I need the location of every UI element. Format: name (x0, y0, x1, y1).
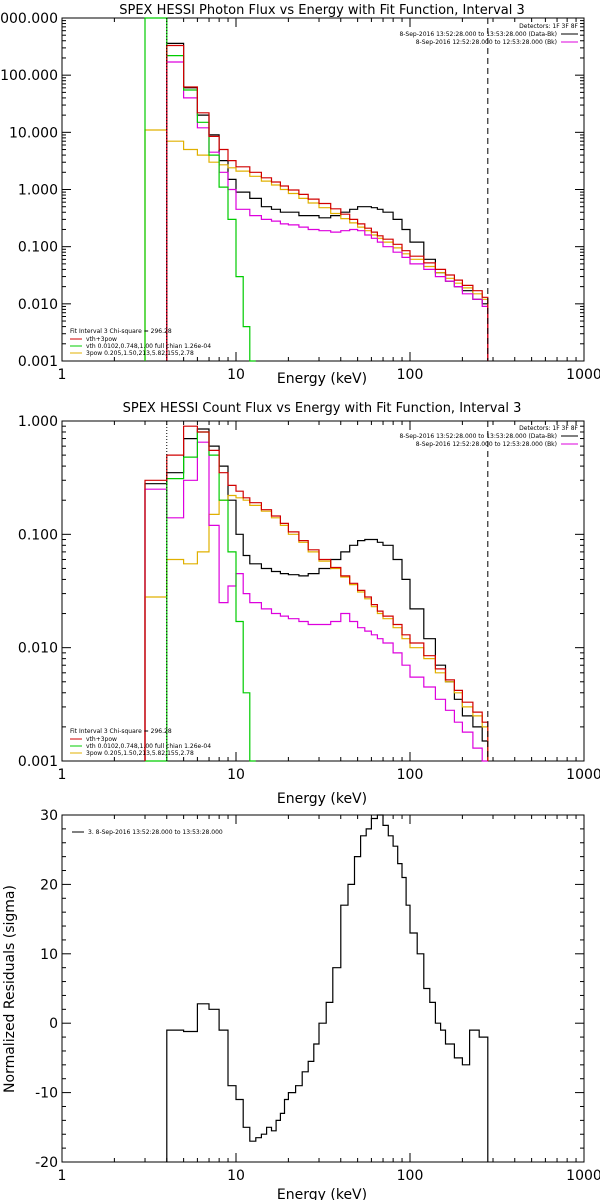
y-tick-label: 10.000 (9, 125, 58, 141)
y-axis-label: Normalized Residuals (sigma) (2, 885, 18, 1093)
axis-ticks: 1 10 100 1000 0.001 0.010 0.100 1.000 10.000 100.… (0, 11, 600, 383)
x-tick-label: 10 (227, 767, 245, 783)
x-axis-label: Energy (keV) (277, 371, 367, 387)
reference-lines (166, 421, 489, 761)
residual-legend: 3. 8-Sep-2016 13:52:28.000 to 13:53:28.0… (72, 829, 223, 836)
y-tick-label: 0 (49, 1016, 58, 1032)
series-line-0 (166, 42, 489, 361)
x-tick-label: 100 (397, 367, 424, 383)
x-tick-label: 1 (58, 767, 67, 783)
y-tick-label: 0.001 (18, 354, 58, 370)
y-tick-label: 1.000 (18, 414, 58, 430)
series-line-4 (144, 425, 489, 761)
plot-frame (61, 17, 585, 362)
legend-data-bk: 8-Sep-2016 13:52:28.000 to 13:53:28.000 … (399, 433, 557, 440)
x-tick-label: 1 (58, 367, 67, 383)
x-axis-label: Energy (keV) (277, 1187, 367, 1200)
series-line-2 (166, 61, 489, 361)
data-series (166, 814, 489, 1162)
axis-ticks: 1 10 100 1000 -20 -10 0 10 20 30 (35, 808, 600, 1184)
chart-title: SPEX HESSI Count Flux vs Energy with Fit… (123, 401, 522, 416)
legend-label: 3. 8-Sep-2016 13:52:28.000 to 13:53:28.0… (88, 829, 223, 836)
fit-legend-header: Fit Interval 3 Chi-square = 296.28 (70, 728, 172, 735)
x-tick-label: 1 (58, 1168, 67, 1184)
y-tick-label: 0.001 (18, 754, 58, 770)
time-legend: Detectors: 1F 3F 8F 8-Sep-2016 13:52:28.… (399, 425, 578, 448)
series-line-4 (166, 44, 489, 361)
data-series (144, 425, 489, 762)
fit-legend-header: Fit Interval 3 Chi-square = 296.28 (70, 328, 172, 335)
x-tick-label: 10 (227, 1168, 245, 1184)
fit-legend-3pow: 3pow 0.205,1.50,213,5.82,155,2.78 (86, 750, 194, 757)
fit-legend: Fit Interval 3 Chi-square = 296.28 vth+3… (70, 328, 211, 357)
y-tick-label: 10 (40, 947, 58, 963)
y-tick-label: 1000.000 (0, 11, 58, 27)
chart-title: SPEX HESSI Photon Flux vs Energy with Fi… (119, 3, 525, 18)
y-tick-label: 100.000 (0, 68, 58, 84)
legend-bk: 8-Sep-2016 12:52:28.000 to 12:53:28.000 … (416, 441, 557, 448)
y-tick-label: 20 (40, 877, 58, 893)
photon-flux-panel: SPEX HESSI Photon Flux vs Energy with Fi… (0, 3, 600, 387)
fit-legend-vth: vth 0.0102,0.748,1.00 full chian 1.26e-0… (86, 743, 211, 750)
detectors-label: Detectors: 1F 3F 8F (519, 23, 578, 30)
fit-legend: Fit Interval 3 Chi-square = 296.28 vth+3… (70, 728, 211, 757)
residuals-panel: 1 10 100 1000 -20 -10 0 10 20 30 3. 8-Sep-2016 13… (2, 808, 600, 1200)
x-tick-label: 10 (227, 367, 245, 383)
y-tick-label: 0.100 (18, 527, 58, 543)
x-tick-label: 1000 (566, 367, 600, 383)
reference-lines (166, 18, 489, 361)
plot-frame (61, 814, 585, 1163)
fit-legend-total: vth+3pow (86, 336, 117, 343)
y-tick-label: 0.010 (18, 297, 58, 313)
y-tick-label: 1.000 (18, 183, 58, 199)
fit-legend-3pow: 3pow 0.205,1.50,213,5.82,155,2.78 (86, 350, 194, 357)
series-line-1 (144, 494, 489, 761)
y-tick-label: 30 (40, 808, 58, 824)
legend-bk: 8-Sep-2016 12:52:28.000 to 12:53:28.000 … (416, 39, 557, 46)
fit-legend-vth: vth 0.0102,0.748,1.00 full chian 1.26e-0… (86, 343, 211, 350)
y-tick-label: 0.010 (18, 641, 58, 657)
y-tick-label: -10 (35, 1086, 58, 1102)
series-line-0 (166, 814, 489, 1162)
x-tick-label: 1000 (566, 1168, 600, 1184)
detectors-label: Detectors: 1F 3F 8F (519, 425, 578, 432)
series-line-3 (144, 17, 256, 362)
x-axis-label: Energy (keV) (277, 791, 367, 807)
series-line-2 (144, 441, 488, 762)
x-tick-label: 100 (397, 767, 424, 783)
y-tick-label: -20 (35, 1155, 58, 1171)
data-series (144, 17, 489, 362)
x-tick-label: 100 (397, 1168, 424, 1184)
series-line-0 (144, 428, 489, 761)
series-line-1 (144, 129, 489, 361)
x-tick-label: 1000 (566, 767, 600, 783)
legend-data-bk: 8-Sep-2016 13:52:28.000 to 13:53:28.000 … (399, 31, 557, 38)
y-tick-label: 0.100 (18, 240, 58, 256)
series-line-3 (145, 431, 256, 762)
fit-legend-total: vth+3pow (86, 736, 117, 743)
plot-frame (61, 420, 585, 762)
axis-ticks: 1 10 100 1000 0.001 0.010 0.100 1.000 (18, 414, 600, 783)
time-legend: Detectors: 1F 3F 8F 8-Sep-2016 13:52:28.… (399, 23, 578, 46)
count-flux-panel: SPEX HESSI Count Flux vs Energy with Fit… (18, 401, 600, 807)
